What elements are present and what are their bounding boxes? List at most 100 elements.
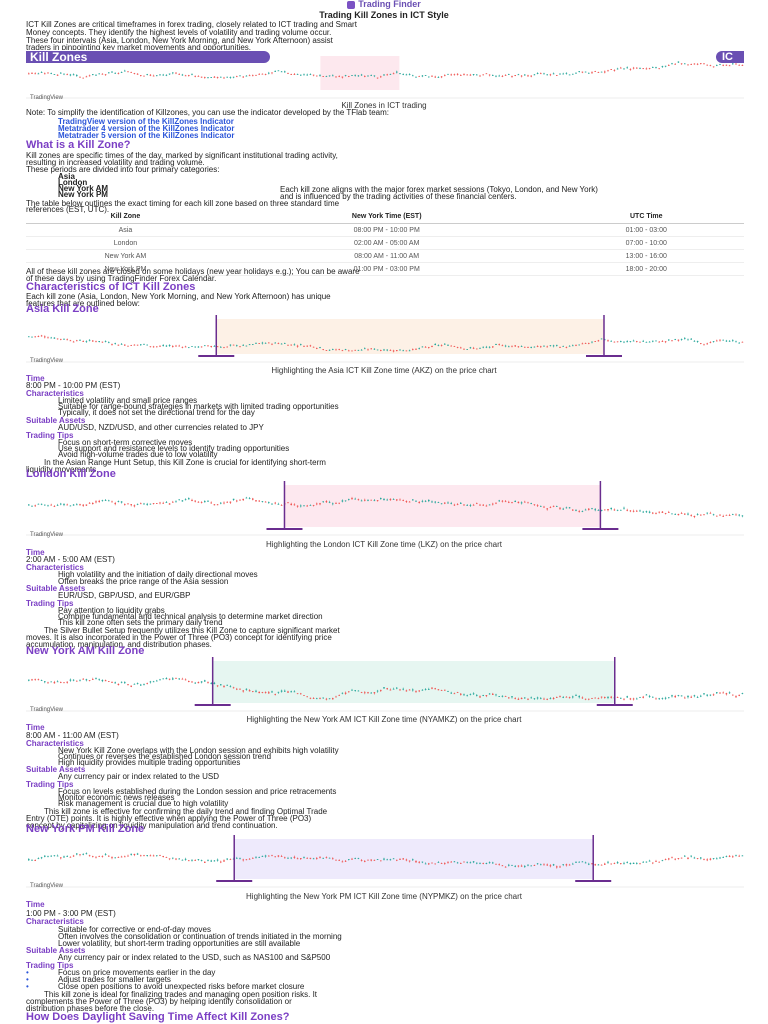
candle-body	[79, 339, 81, 341]
candle-body	[488, 862, 491, 864]
candle-body	[629, 68, 632, 70]
candle-body	[44, 855, 46, 857]
candle-body	[552, 698, 555, 700]
candle-body	[440, 863, 443, 864]
candle-body	[498, 864, 500, 866]
candle-body	[226, 684, 228, 686]
link-mt4-indicator[interactable]: Metatrader 4 version of the KillZones In…	[58, 124, 235, 133]
candle-body	[229, 686, 232, 688]
candle-body	[741, 341, 744, 343]
candle-body	[383, 349, 385, 351]
candle-body	[34, 73, 36, 75]
assets-value: AUD/USD, NZD/USD, and other currencies r…	[58, 423, 264, 432]
candle-body	[252, 344, 254, 346]
candle-body	[674, 858, 676, 860]
candle-body	[274, 694, 276, 695]
candle-body	[53, 74, 56, 75]
candle-body	[367, 859, 369, 861]
candle-body	[380, 860, 382, 862]
candle-body	[658, 68, 660, 70]
candle-body	[149, 74, 152, 76]
nyam-paragraph-line-2: Entry (OTE) points. It is highly effecti…	[26, 814, 312, 823]
candle-body	[264, 74, 267, 75]
candle-body	[540, 73, 542, 75]
candle-body	[421, 861, 424, 863]
candle-body	[130, 853, 132, 855]
candle-body	[524, 346, 526, 348]
candle-body	[229, 859, 232, 861]
candle-body	[492, 693, 494, 695]
candle-body	[114, 342, 116, 344]
candle-body	[47, 505, 49, 507]
candle-body	[309, 697, 312, 699]
candle-body	[738, 342, 740, 344]
section-label-characteristics: Characteristics	[26, 917, 84, 926]
candle-body	[194, 682, 196, 684]
candle-body	[293, 691, 296, 693]
candle-body	[303, 74, 305, 76]
candle-body	[645, 341, 648, 343]
candle-body	[367, 349, 369, 351]
candle-body	[252, 691, 254, 692]
candle-body	[108, 500, 110, 502]
candle-body	[501, 500, 504, 502]
candle-body	[428, 347, 430, 348]
kill-zone-marker	[216, 880, 253, 882]
candle-body	[616, 68, 619, 70]
candle-body	[722, 857, 724, 858]
candle-body	[76, 853, 78, 855]
candle-body	[722, 692, 724, 694]
candle-body	[671, 63, 673, 65]
candle-body	[469, 347, 472, 349]
candle-body	[501, 865, 504, 867]
candle-body	[604, 71, 606, 73]
candle-body	[325, 350, 328, 351]
tradingview-watermark: TradingView	[30, 883, 64, 889]
candle-body	[95, 74, 97, 76]
candle-body	[728, 340, 731, 342]
candle-body	[424, 500, 427, 502]
candle-body	[149, 346, 152, 348]
candle-body	[597, 698, 600, 700]
candle-body	[396, 859, 398, 861]
candle-body	[412, 349, 414, 351]
candle-body	[568, 864, 571, 866]
candle-body	[280, 856, 283, 857]
candle-body	[95, 856, 97, 858]
candle-body	[616, 509, 619, 511]
candle-body	[28, 679, 30, 681]
candle-body	[156, 346, 158, 348]
kill-zone-highlight	[320, 56, 400, 90]
candle-body	[178, 858, 180, 860]
candle-body	[495, 863, 497, 865]
candle-body	[328, 501, 331, 503]
candle-body	[632, 698, 635, 700]
candle-body	[325, 76, 328, 78]
candle-body	[357, 857, 360, 859]
candle-body	[652, 512, 654, 514]
link-mt5-indicator[interactable]: Metatrader 5 version of the KillZones In…	[58, 131, 235, 140]
candle-body	[309, 74, 312, 76]
candle-body	[706, 512, 708, 514]
candle-body	[693, 695, 696, 697]
site-logo[interactable]: Trading Finder	[0, 0, 768, 10]
candle-body	[165, 502, 168, 503]
candle-body	[469, 862, 472, 864]
candle-body	[312, 505, 315, 506]
candle-body	[424, 75, 427, 76]
candle-body	[421, 75, 424, 77]
candle-body	[364, 692, 366, 694]
link-tradingview-indicator[interactable]: TradingView version of the KillZones Ind…	[58, 117, 234, 126]
candle-body	[719, 857, 721, 859]
candle-body	[709, 65, 712, 67]
candle-body	[197, 75, 200, 77]
candle-body	[85, 341, 88, 343]
candle-body	[719, 514, 721, 516]
candle-body	[514, 697, 516, 699]
candle-body	[325, 857, 328, 859]
candle-body	[469, 74, 472, 76]
candle-body	[533, 346, 536, 348]
candle-body	[706, 694, 708, 696]
candle-body	[722, 516, 724, 517]
